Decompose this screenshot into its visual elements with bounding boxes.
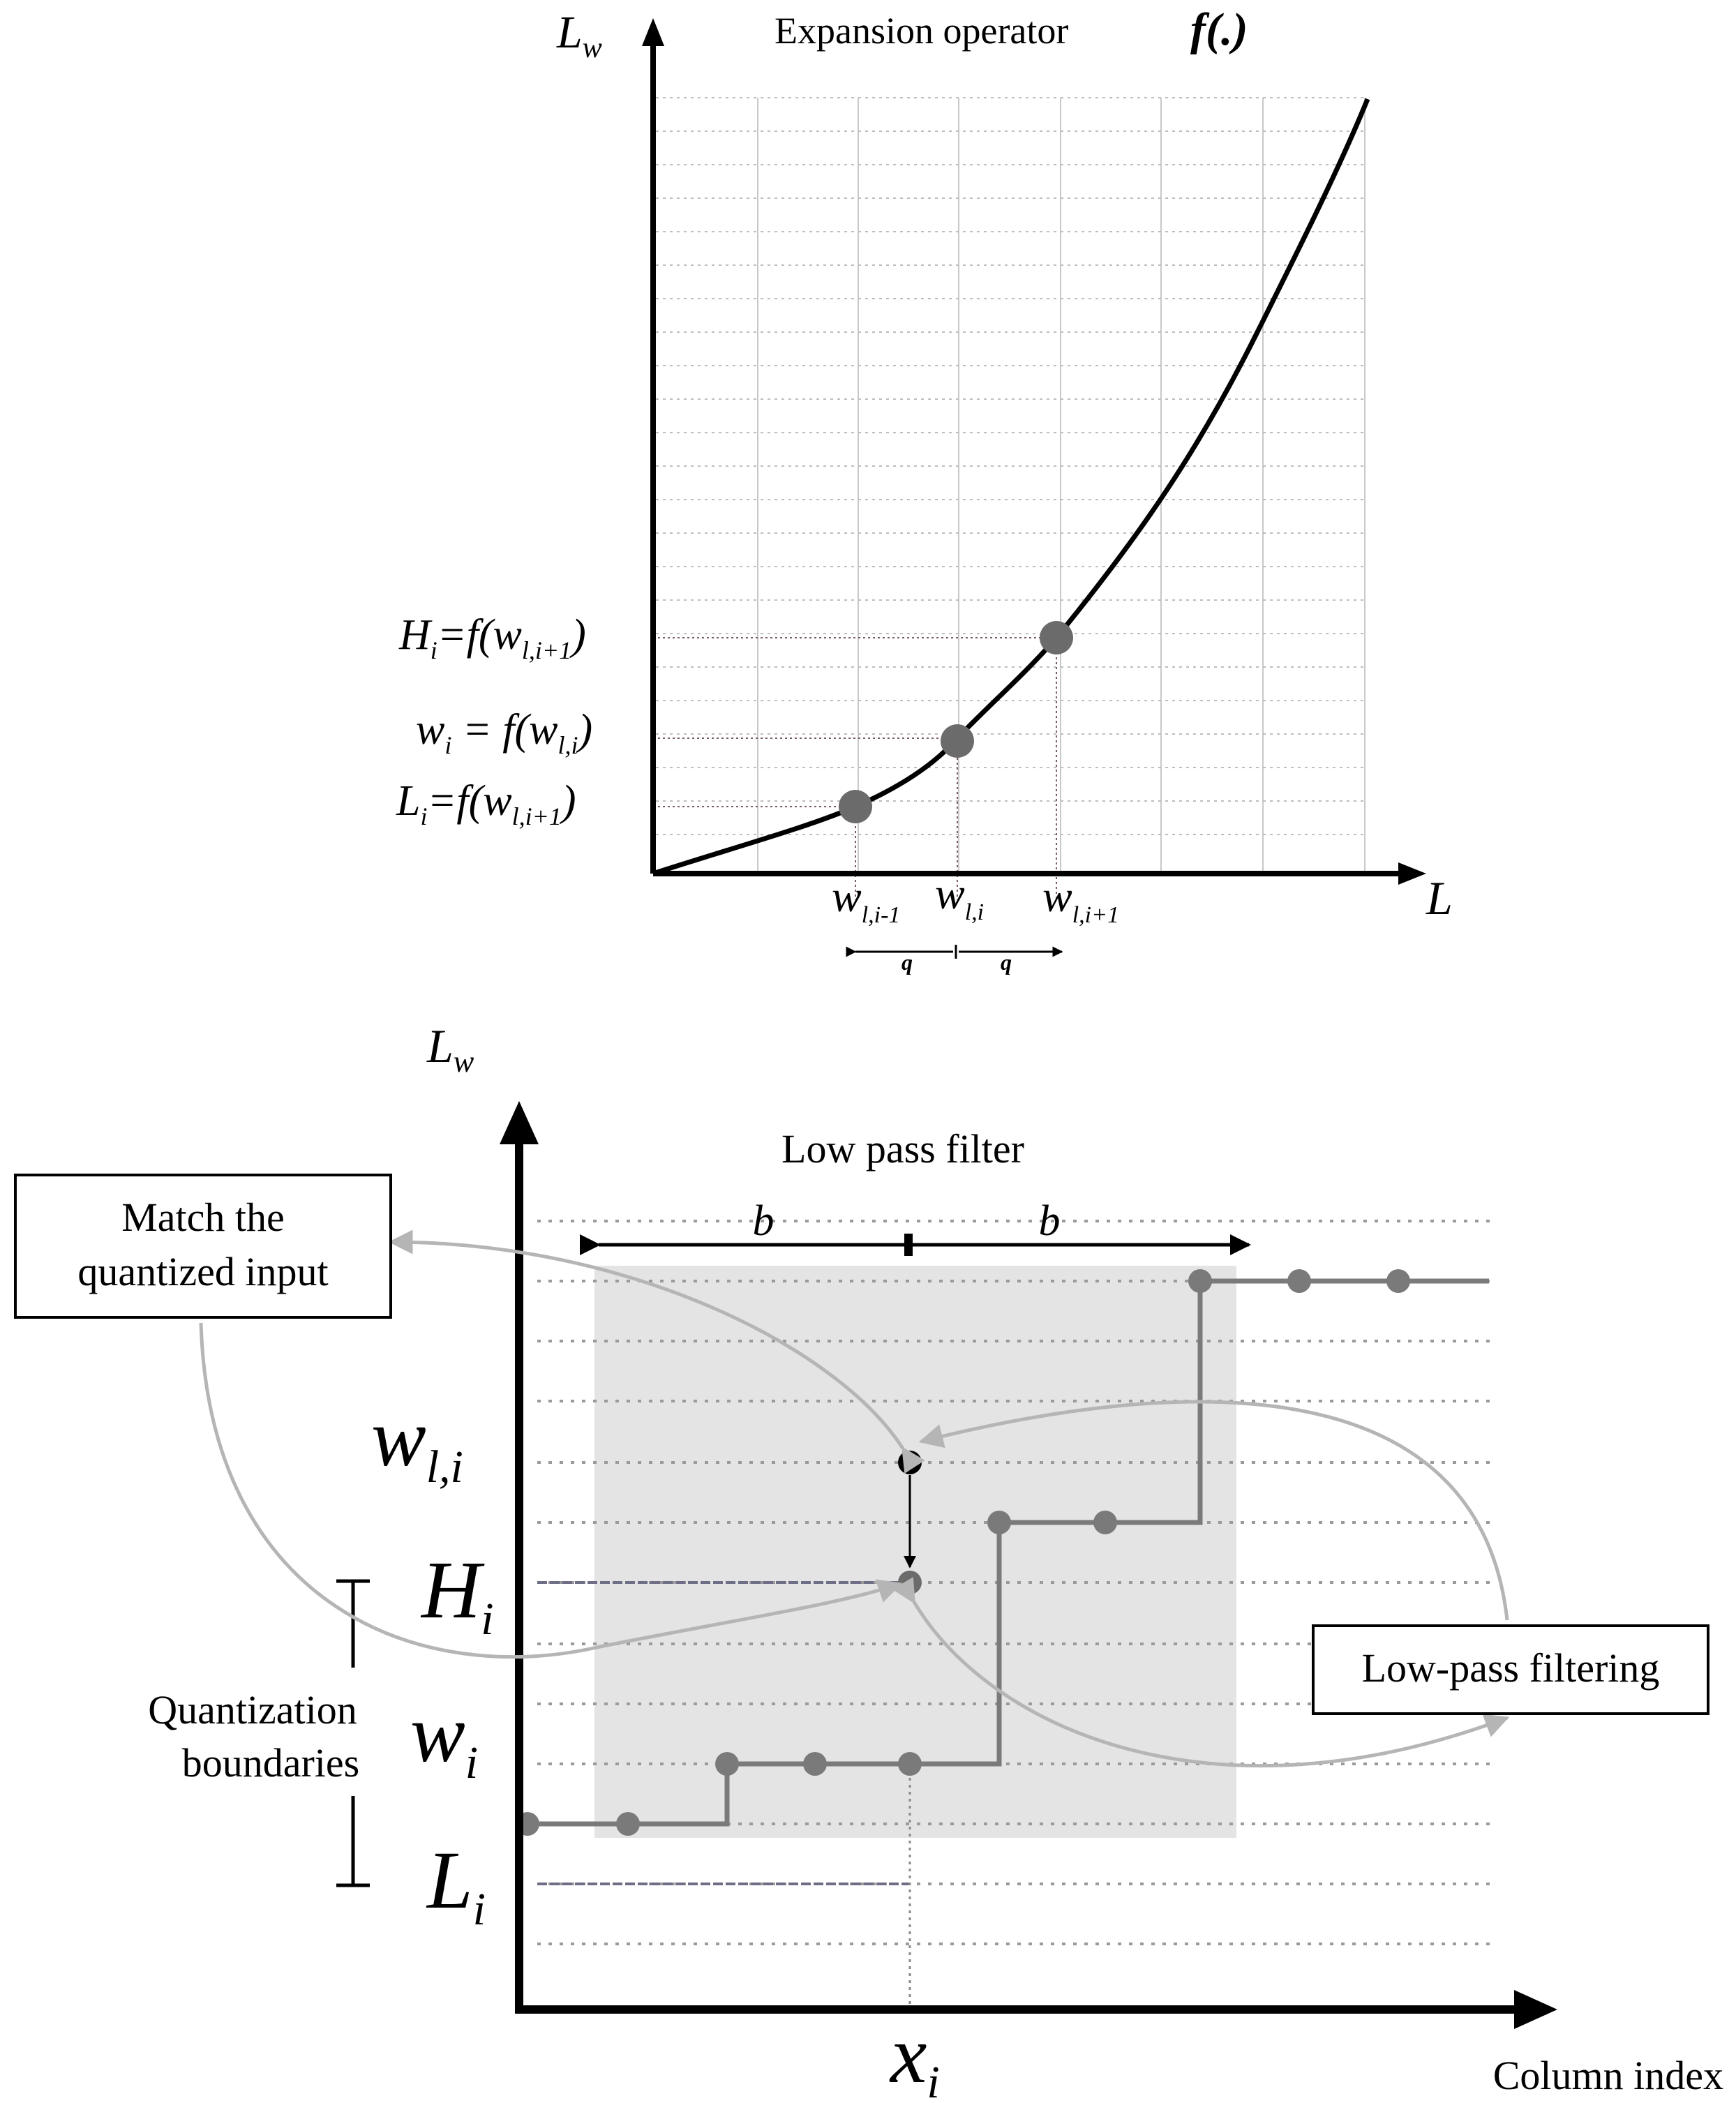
expansion-curve <box>652 98 1370 876</box>
bottom-x-axis-label: Column index <box>1493 2053 1723 2098</box>
low-pass-filtering-box <box>1312 1624 1709 1715</box>
row-label-l-i: Li <box>426 1834 486 1935</box>
top-grid-horizontal <box>656 97 1365 835</box>
quantization-bracket <box>336 1579 370 1887</box>
bottom-x-axis-arrowhead <box>1514 1990 1557 2029</box>
bottom-y-axis-label: Lw <box>426 1019 474 1079</box>
half-width-label-left: b <box>753 1197 775 1245</box>
match-callout-arrow <box>388 1229 925 1474</box>
q-spacing-indicator <box>846 945 1063 959</box>
q-label-right: q <box>1001 950 1012 975</box>
top-y-axis-arrowhead <box>642 18 664 46</box>
row-label-w-i: wi <box>410 1688 478 1788</box>
top-x-axis-label: L <box>1426 871 1453 925</box>
x-tick-w-l-i: wl,i <box>935 869 984 925</box>
top-title-function: f(.) <box>1190 4 1248 55</box>
level-label-w: wi = f(wl,i) <box>416 706 592 759</box>
match-quantized-input-box <box>14 1174 392 1319</box>
curve-point-h <box>1040 621 1073 654</box>
row-label-h-i: Hi <box>420 1544 494 1645</box>
x-i-label: xi <box>889 2009 940 2103</box>
filter-width-indicator <box>580 1234 1251 1256</box>
low-pass-filter-title: Low pass filter <box>781 1126 1024 1172</box>
level-label-l: Li=f(wl,i+1) <box>396 777 576 830</box>
quantization-label-line-1: Quantization <box>148 1687 357 1732</box>
match-callout-arrow-2 <box>199 1322 903 1659</box>
filtered-point-w-l-i <box>898 1451 922 1474</box>
x-tick-w-l-i-plus-1: wl,i+1 <box>1042 871 1119 928</box>
lowpass-callout-arrow-2 <box>892 1576 1510 1768</box>
match-box-line-1: Match the <box>121 1195 285 1240</box>
matched-point-h-i <box>898 1571 922 1594</box>
x-tick-w-l-i-minus-1: wl,i-1 <box>832 871 900 928</box>
lowpass-callout-arrow <box>918 1400 1509 1621</box>
step-signal-samples <box>516 1269 1410 1836</box>
top-title: Expansion operator <box>775 10 1068 52</box>
q-label-left: q <box>901 950 913 975</box>
match-box-line-2: quantized input <box>77 1249 328 1294</box>
low-pass-filter-panel: Match the quantized input Low-pass filte… <box>14 1019 1723 2103</box>
quantization-label-line-2: boundaries <box>182 1740 360 1786</box>
top-reference-lines <box>653 637 1057 900</box>
top-y-axis-label: Lw <box>556 7 602 64</box>
curve-point-w <box>941 724 974 758</box>
top-grid <box>757 98 1365 874</box>
expansion-operator-panel: Expansion operator f(.) Lw L Hi=f(wl,i+1… <box>396 4 1453 975</box>
curve-point-l <box>839 790 872 823</box>
row-label-w-l-i: wl,i <box>371 1392 463 1492</box>
lowpass-box-label: Low-pass filtering <box>1362 1645 1660 1691</box>
top-x-axis-arrowhead <box>1398 862 1426 885</box>
bottom-y-axis-arrowhead <box>500 1101 539 1144</box>
half-width-label-right: b <box>1039 1197 1061 1245</box>
level-label-h: Hi=f(wl,i+1) <box>398 611 586 664</box>
